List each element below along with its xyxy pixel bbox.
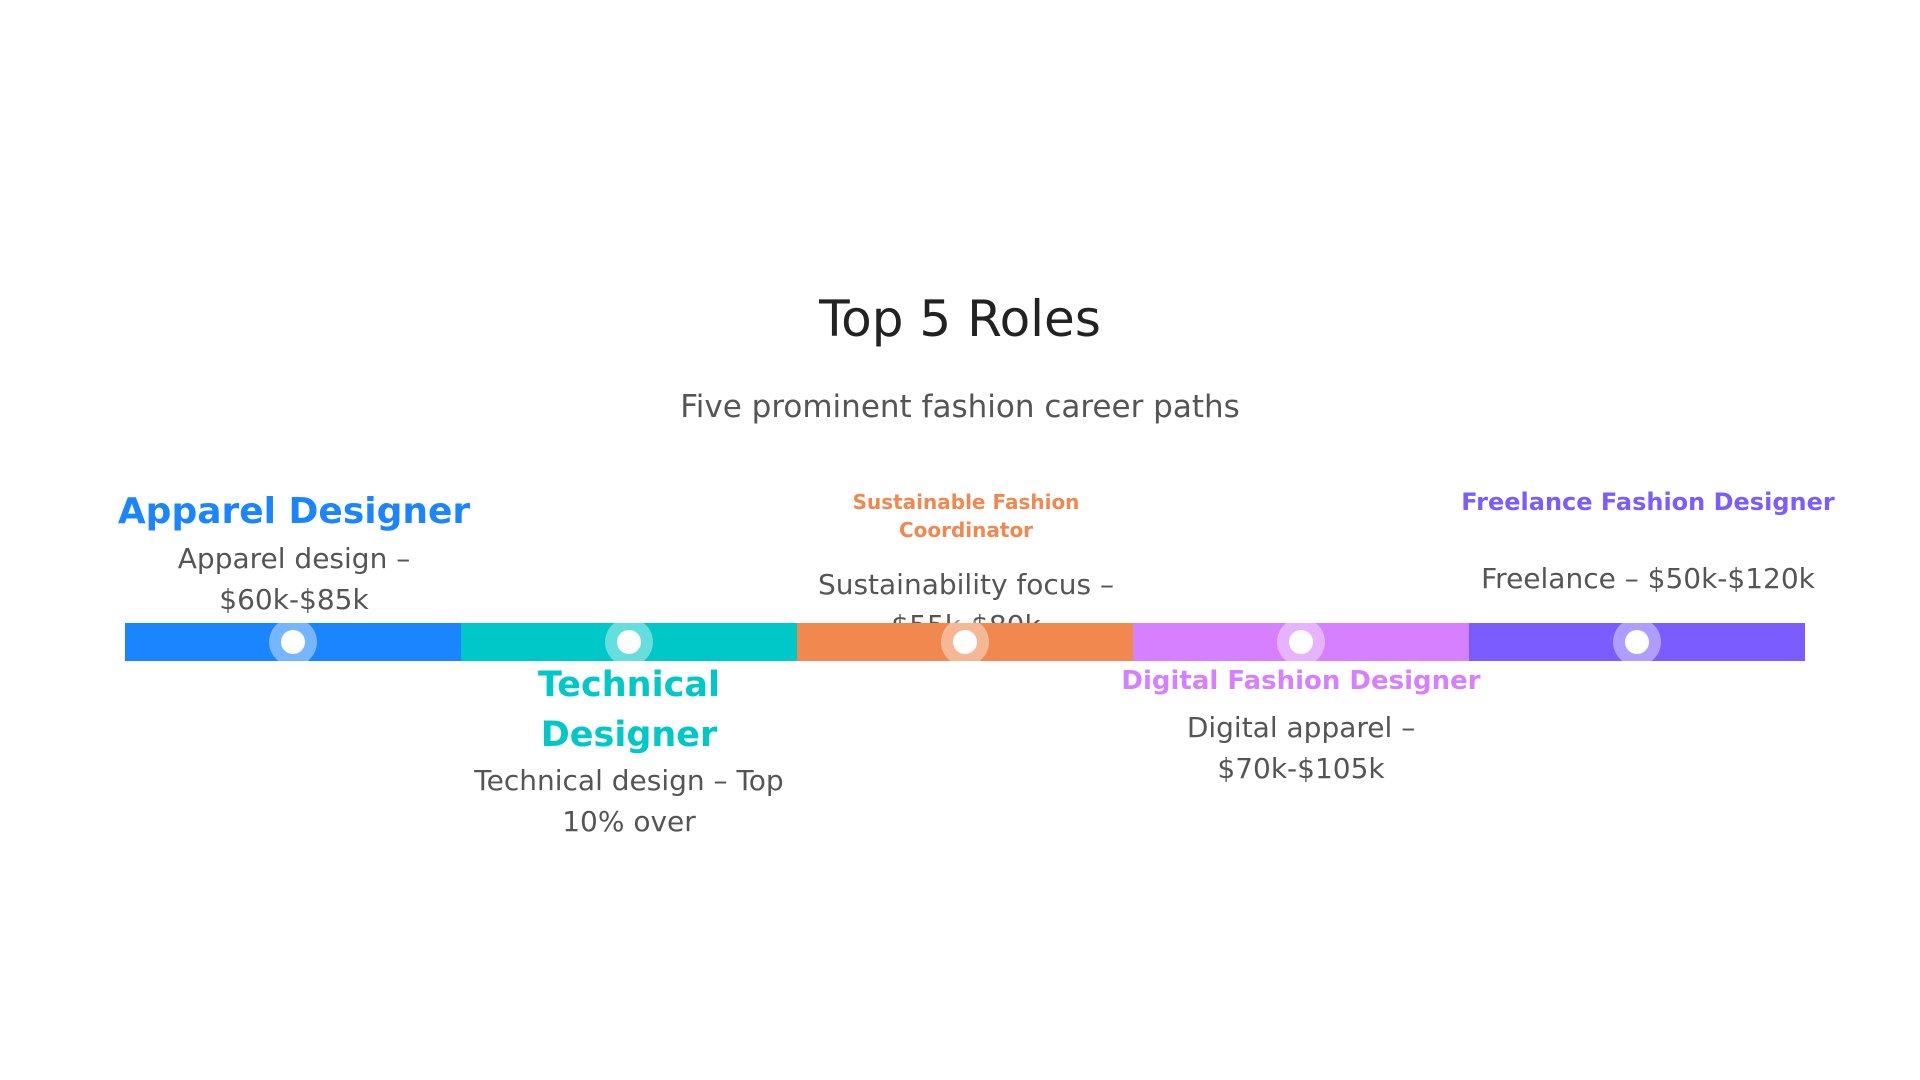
- timeline-node: [1613, 618, 1661, 666]
- role-name: Freelance Fashion Designer: [1461, 488, 1835, 516]
- role-label-digital-fashion-designer: Digital Fashion Designer Digital apparel…: [1121, 663, 1481, 789]
- role-name: Apparel Designer: [117, 491, 471, 532]
- role-description: Freelance – $50k-$120k: [1481, 562, 1815, 595]
- timeline-segment-technical-designer: [461, 618, 797, 666]
- timeline-segment-freelance-fashion-designer: [1469, 618, 1805, 666]
- timeline-node: [941, 618, 989, 666]
- timeline-segment-digital-fashion-designer: [1133, 618, 1469, 666]
- page-title: Top 5 Roles: [819, 290, 1101, 348]
- timeline-node: [269, 618, 317, 666]
- role-description: $60k-$85k: [219, 583, 369, 616]
- timeline-segment-sustainable-fashion-coordinator: [797, 618, 1133, 666]
- role-description: 10% over: [562, 805, 696, 838]
- timeline-segment-apparel-designer: [125, 618, 461, 666]
- timeline-node: [1277, 618, 1325, 666]
- role-description: Sustainability focus –: [817, 568, 1115, 601]
- role-description: Digital apparel –: [1186, 711, 1416, 744]
- page-subtitle: Five prominent fashion career paths: [680, 389, 1240, 425]
- role-label-sustainable-fashion-coordinator: Sustainable Fashion Coordinator Sustaina…: [786, 488, 1146, 646]
- role-description: $70k-$105k: [1217, 752, 1385, 785]
- role-label-technical-designer: Technical Designer Technical design – To…: [449, 660, 809, 842]
- role-name: Digital Fashion Designer: [1121, 666, 1481, 696]
- timeline-bar: [125, 618, 1805, 666]
- role-name: Sustainable Fashion Coordinator: [852, 490, 1080, 542]
- role-label-freelance-fashion-designer: Freelance Fashion Designer Freelance – $…: [1456, 486, 1840, 599]
- role-description: Apparel design –: [177, 542, 411, 575]
- timeline-node: [605, 618, 653, 666]
- role-label-apparel-designer: Apparel Designer Apparel design – $60k-$…: [114, 486, 474, 620]
- role-name: Technical Designer: [538, 665, 720, 755]
- role-description: Technical design – Top: [474, 764, 784, 797]
